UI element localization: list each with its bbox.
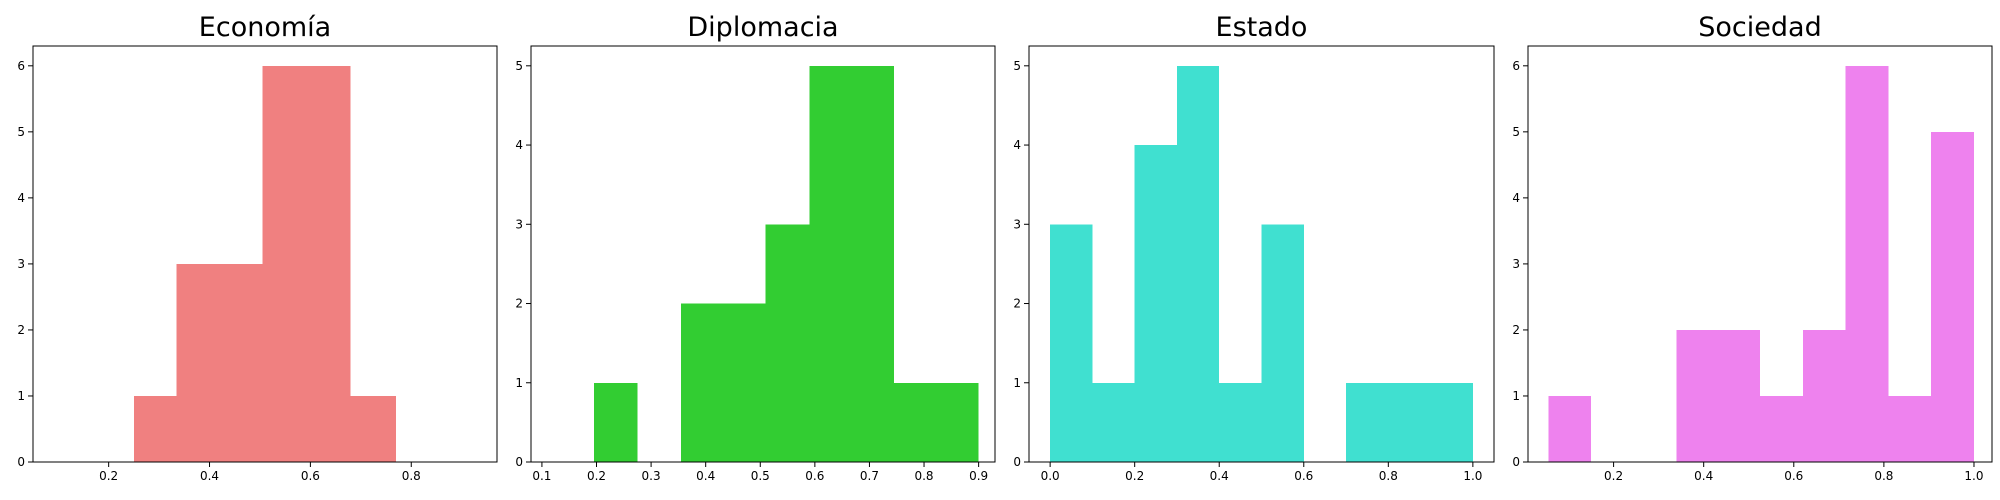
x-tick-label: 0.2 — [99, 469, 118, 483]
histogram-bar — [765, 224, 810, 462]
y-tick-label: 0 — [17, 455, 25, 469]
axes-frame — [32, 45, 498, 463]
x-tick-label: 0.4 — [1694, 469, 1713, 483]
x-tick-label: 0.2 — [587, 469, 606, 483]
x-tick-label: 1.0 — [1964, 469, 1983, 483]
histogram-bar — [1931, 131, 1974, 463]
x-tick-label: 0.9 — [969, 469, 988, 483]
x-tick-label: 0.8 — [914, 469, 933, 483]
histogram-bar — [219, 263, 263, 462]
histogram-bar — [809, 65, 851, 463]
axes-frame — [1028, 45, 1495, 463]
subplot-title: Estado — [1216, 12, 1308, 43]
axes-frame — [1527, 45, 1993, 463]
x-tick-label: 0.6 — [301, 469, 320, 483]
histogram-bar — [1888, 395, 1932, 462]
histogram-bar — [262, 65, 306, 463]
subplot-title: Sociedad — [1698, 12, 1821, 43]
y-tick-label: 0 — [1013, 455, 1021, 469]
x-tick-label: 0.6 — [805, 469, 824, 483]
histogram-bar — [1676, 329, 1720, 462]
x-tick-label: 0.6 — [1784, 469, 1803, 483]
subplot-3: 0.0 0.2 0.4 0.6 0.8 1.0 0 1 2 3 4 5 Estado — [1013, 12, 1495, 483]
y-tick-label: 3 — [515, 217, 523, 231]
y-tick-label: 3 — [1512, 257, 1520, 271]
y-tick-label: 0 — [515, 455, 523, 469]
y-tick-label: 2 — [515, 297, 523, 311]
y-tick-label: 6 — [1512, 59, 1520, 73]
histogram-bar — [850, 65, 895, 463]
histogram-bar — [681, 303, 725, 462]
histogram-bar — [593, 382, 638, 462]
x-tick-label: 0.2 — [1125, 469, 1144, 483]
axes-frame — [530, 45, 996, 463]
y-tick-label: 5 — [17, 125, 25, 139]
x-tick-label: 0.4 — [1210, 469, 1229, 483]
y-tick-label: 6 — [17, 59, 25, 73]
y-tick-label: 5 — [515, 59, 523, 73]
x-tick-label: 0.8 — [1379, 469, 1398, 483]
histogram-bar — [350, 395, 397, 462]
x-tick-label: 0.2 — [1604, 469, 1623, 483]
y-tick-label: 5 — [1013, 59, 1021, 73]
histogram-bar — [724, 303, 766, 462]
x-tick-label: 0.4 — [200, 469, 219, 483]
y-tick-label: 2 — [17, 323, 25, 337]
y-tick-label: 1 — [515, 376, 523, 390]
y-tick-label: 3 — [1013, 217, 1021, 231]
histogram-bar — [1760, 395, 1803, 462]
x-tick-label: 1.0 — [1463, 469, 1482, 483]
histogram-bar — [1430, 382, 1473, 462]
subplot-2: 0.1 0.2 0.3 0.4 0.5 0.6 0.7 0.8 0.9 0 1 2 3 4 5 Diploma… — [515, 12, 996, 483]
x-tick-label: 0.8 — [402, 469, 421, 483]
x-tick-label: 0.6 — [1294, 469, 1313, 483]
histogram-bar — [1845, 65, 1889, 463]
histogram-bar — [894, 382, 935, 462]
histogram-bar — [1050, 224, 1093, 462]
subplot-title: Diplomacia — [687, 12, 838, 43]
x-tick-label: 0.8 — [1874, 469, 1893, 483]
y-tick-label: 4 — [1013, 138, 1021, 152]
histogram-bar — [305, 65, 351, 463]
x-tick-label: 0.7 — [860, 469, 879, 483]
y-tick-label: 4 — [17, 191, 25, 205]
y-tick-label: 1 — [1512, 389, 1520, 403]
histogram-bar — [1261, 224, 1304, 462]
subplot-title: Economía — [199, 12, 331, 43]
histogram-bar — [1219, 382, 1262, 462]
y-tick-label: 1 — [1013, 376, 1021, 390]
x-tick-label: 0.4 — [696, 469, 715, 483]
histogram-bar — [1134, 145, 1177, 463]
histogram-bar — [1719, 329, 1760, 462]
histogram-bar — [934, 382, 979, 462]
y-tick-label: 5 — [1512, 125, 1520, 139]
histogram-bar — [1176, 65, 1220, 463]
x-tick-label: 0.0 — [1041, 469, 1060, 483]
histogram-bar — [1802, 329, 1846, 462]
histogram-bar — [1092, 382, 1135, 462]
histogram-bar — [1548, 395, 1592, 462]
subplot-4: 0.2 0.4 0.6 0.8 1.0 0 1 2 3 4 5 6 Sociedad — [1512, 12, 1993, 483]
histogram-bar — [133, 395, 177, 462]
y-tick-label: 1 — [17, 389, 25, 403]
x-tick-label: 0.3 — [642, 469, 661, 483]
y-tick-label: 4 — [1512, 191, 1520, 205]
y-tick-label: 4 — [515, 138, 523, 152]
y-tick-label: 2 — [1512, 323, 1520, 337]
y-tick-label: 3 — [17, 257, 25, 271]
histogram-bar — [176, 263, 220, 462]
histogram-bar — [1388, 382, 1431, 462]
y-tick-label: 2 — [1013, 297, 1021, 311]
y-tick-label: 0 — [1512, 455, 1520, 469]
histogram-bar — [1346, 382, 1389, 462]
x-tick-label: 0.1 — [532, 469, 551, 483]
x-tick-label: 0.5 — [751, 469, 770, 483]
subplot-1: 0.2 0.4 0.6 0.8 0 1 2 3 4 5 6 Economía — [17, 12, 498, 483]
